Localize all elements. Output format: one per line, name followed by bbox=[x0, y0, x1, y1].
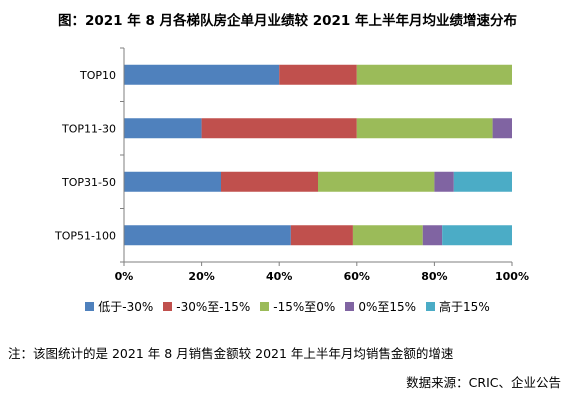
category-label: TOP10 bbox=[79, 69, 116, 82]
category-label: TOP51-100 bbox=[54, 229, 116, 242]
legend-item: 高于15% bbox=[426, 298, 490, 315]
chart-legend: 低于-30% -30%至-15% -15%至0% 0%至15% 高于15% bbox=[0, 298, 575, 315]
bar-segment bbox=[290, 225, 353, 246]
bar-segment bbox=[318, 171, 435, 192]
x-tick-label: 20% bbox=[188, 270, 214, 283]
bar-segment bbox=[124, 64, 280, 85]
legend-label: 高于15% bbox=[439, 300, 490, 314]
legend-swatch bbox=[85, 302, 95, 311]
bar-segment bbox=[124, 225, 291, 246]
bar-segment bbox=[352, 225, 423, 246]
chart-note: 注：该图统计的是 2021 年 8 月销售金额较 2021 年上半年月均销售金额… bbox=[8, 346, 454, 361]
bar-segment bbox=[221, 171, 318, 192]
legend-label: 0%至15% bbox=[358, 300, 417, 314]
category-label: TOP11-30 bbox=[61, 122, 116, 135]
legend-label: 低于-30% bbox=[98, 300, 154, 314]
bar-segment bbox=[201, 118, 357, 139]
legend-swatch bbox=[163, 302, 173, 311]
chart-title: 图：2021 年 8 月各梯队房企单月业绩较 2021 年上半年月均业绩增速分布 bbox=[57, 13, 518, 29]
bar-segment bbox=[279, 64, 357, 85]
bar-segment bbox=[442, 225, 512, 246]
bar-segment bbox=[492, 118, 512, 139]
bar-segment bbox=[422, 225, 443, 246]
legend-label: -15%至0% bbox=[273, 300, 336, 314]
legend-item: -15%至0% bbox=[260, 298, 335, 315]
x-tick-label: 60% bbox=[344, 270, 370, 283]
data-source: 数据来源：CRIC、企业公告 bbox=[406, 375, 561, 390]
x-tick-label: 80% bbox=[421, 270, 447, 283]
legend-item: 0%至15% bbox=[345, 298, 416, 315]
bar-segment bbox=[434, 171, 454, 192]
x-tick-label: 40% bbox=[266, 270, 292, 283]
bar-segment bbox=[124, 171, 221, 192]
x-tick-label: 100% bbox=[495, 270, 529, 283]
legend-swatch bbox=[260, 302, 270, 311]
legend-item: -30%至-15% bbox=[163, 298, 250, 315]
legend-swatch bbox=[345, 302, 355, 311]
bar-segment bbox=[356, 64, 512, 85]
bar-segment bbox=[124, 118, 202, 139]
bar-segment bbox=[356, 118, 493, 139]
legend-swatch bbox=[426, 302, 436, 311]
legend-item: 低于-30% bbox=[85, 298, 153, 315]
legend-label: -30%至-15% bbox=[176, 300, 251, 314]
bar-segment bbox=[453, 171, 512, 192]
x-tick-label: 0% bbox=[115, 270, 134, 283]
category-label: TOP31-50 bbox=[61, 176, 116, 189]
